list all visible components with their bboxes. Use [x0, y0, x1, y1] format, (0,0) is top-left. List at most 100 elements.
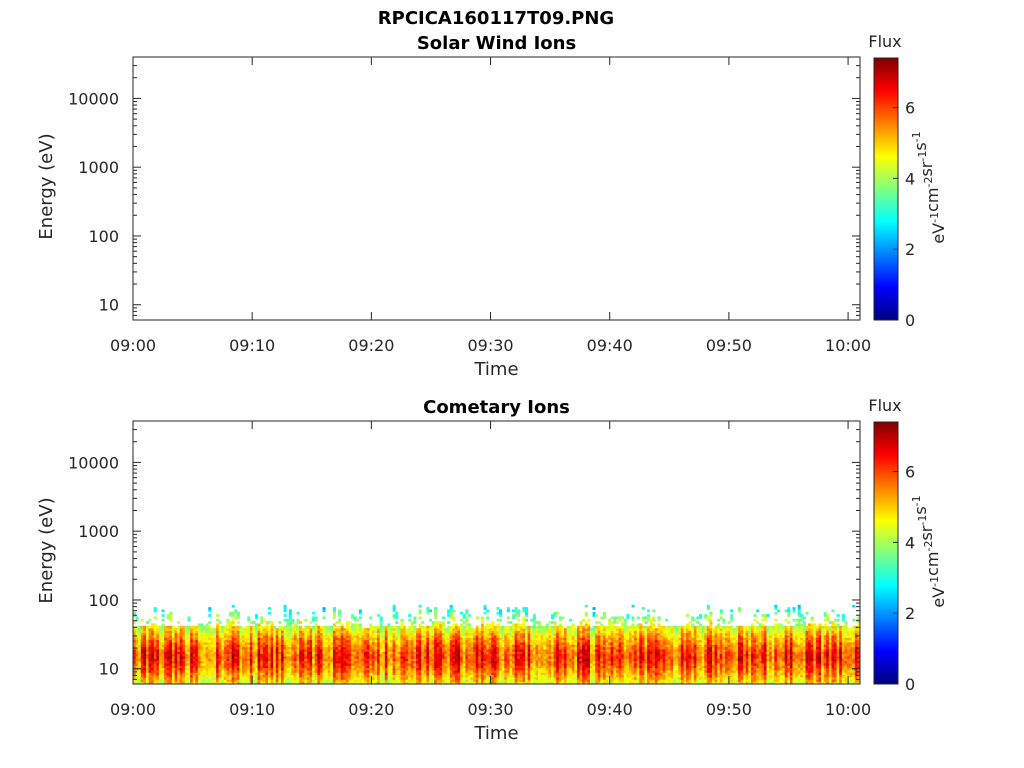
heatmap-cell	[340, 623, 344, 627]
heatmap-cell	[351, 651, 355, 655]
heatmap-cell	[405, 630, 409, 634]
heatmap-cell	[452, 653, 456, 657]
heatmap-cell	[467, 677, 471, 680]
heatmap-cell	[428, 632, 432, 636]
heatmap-cell	[517, 623, 521, 627]
heatmap-cell	[527, 628, 531, 631]
heatmap-cell	[255, 679, 259, 683]
heatmap-cell	[166, 646, 170, 650]
heatmap-cell	[371, 628, 375, 631]
heatmap-cell	[589, 642, 593, 645]
heatmap-cell	[395, 681, 399, 685]
heatmap-cell	[576, 651, 580, 655]
heatmap-cell	[210, 637, 214, 641]
heatmap-cell	[369, 667, 373, 671]
heatmap-cell	[148, 656, 152, 659]
heatmap-cell	[177, 679, 181, 683]
heatmap-cell	[358, 616, 362, 620]
heatmap-cell	[195, 630, 199, 634]
heatmap-cell	[584, 674, 588, 678]
heatmap-cell	[569, 663, 573, 666]
heatmap-cell	[210, 656, 214, 659]
heatmap-cell	[501, 653, 505, 657]
heatmap-cell	[177, 644, 181, 648]
heatmap-cell	[475, 679, 479, 683]
heatmap-cell	[457, 639, 461, 643]
heatmap-cell	[597, 642, 601, 645]
heatmap-cell	[203, 637, 207, 641]
heatmap-cell	[525, 670, 529, 673]
heatmap-cell	[268, 670, 272, 673]
heatmap-cell	[395, 665, 399, 669]
heatmap-cell	[358, 679, 362, 683]
heatmap-cell	[187, 637, 191, 641]
heatmap-cell	[512, 646, 516, 650]
heatmap-cell	[369, 644, 373, 648]
heatmap-cell	[374, 674, 378, 678]
heatmap-cell	[538, 670, 542, 673]
heatmap-cell	[483, 670, 487, 673]
heatmap-cell	[249, 667, 253, 671]
heatmap-cell	[293, 679, 297, 683]
heatmap-cell	[478, 637, 482, 641]
heatmap-cell	[597, 639, 601, 643]
heatmap-cell	[299, 681, 303, 685]
heatmap-cell	[216, 665, 220, 669]
heatmap-cell	[330, 649, 334, 652]
heatmap-cell	[187, 656, 191, 659]
heatmap-cell	[418, 616, 422, 620]
heatmap-cell	[400, 656, 404, 659]
heatmap-cell	[475, 630, 479, 634]
heatmap-cell	[592, 651, 596, 655]
heatmap-cell	[421, 667, 425, 671]
heatmap-cell	[431, 667, 435, 671]
heatmap-cell	[605, 670, 609, 673]
heatmap-cell	[379, 679, 383, 683]
heatmap-cell	[569, 656, 573, 659]
heatmap-cell	[312, 625, 316, 629]
heatmap-cell	[602, 616, 606, 620]
heatmap-cell	[576, 625, 580, 629]
heatmap-cell	[203, 672, 207, 676]
heatmap-cell	[493, 679, 497, 683]
heatmap-cell	[395, 614, 399, 617]
heatmap-cell	[413, 674, 417, 678]
heatmap-cell	[569, 681, 573, 685]
heatmap-cell	[325, 630, 329, 634]
heatmap-cell	[301, 635, 305, 638]
heatmap-cell	[384, 649, 388, 652]
heatmap-cell	[348, 644, 352, 648]
heatmap-cell	[135, 677, 139, 680]
heatmap-cell	[488, 672, 492, 676]
heatmap-cell	[306, 663, 310, 666]
heatmap-cell	[322, 628, 326, 631]
heatmap-cell	[540, 635, 544, 638]
heatmap-cell	[190, 677, 194, 680]
heatmap-cell	[234, 674, 238, 678]
heatmap-cell	[356, 665, 360, 669]
heatmap-cell	[275, 681, 279, 685]
heatmap-cell	[551, 644, 555, 648]
heatmap-cell	[234, 635, 238, 638]
heatmap-cell	[592, 656, 596, 659]
heatmap-cell	[548, 630, 552, 634]
heatmap-cell	[525, 677, 529, 680]
heatmap-cell	[322, 667, 326, 671]
heatmap-cell	[530, 637, 534, 641]
heatmap-cell	[517, 679, 521, 683]
heatmap-cell	[210, 630, 214, 634]
heatmap-cell	[470, 642, 474, 645]
heatmap-cell	[171, 665, 175, 669]
heatmap-cell	[452, 660, 456, 664]
heatmap-cell	[460, 651, 464, 655]
heatmap-cell	[556, 660, 560, 664]
heatmap-cell	[335, 656, 339, 659]
heatmap-cell	[364, 630, 368, 634]
heatmap-cell	[255, 672, 259, 676]
heatmap-cell	[509, 625, 513, 629]
heatmap-cell	[140, 632, 144, 636]
heatmap-cell	[493, 658, 497, 662]
heatmap-cell	[478, 628, 482, 631]
heatmap-cell	[293, 670, 297, 673]
heatmap-cell	[319, 679, 323, 683]
